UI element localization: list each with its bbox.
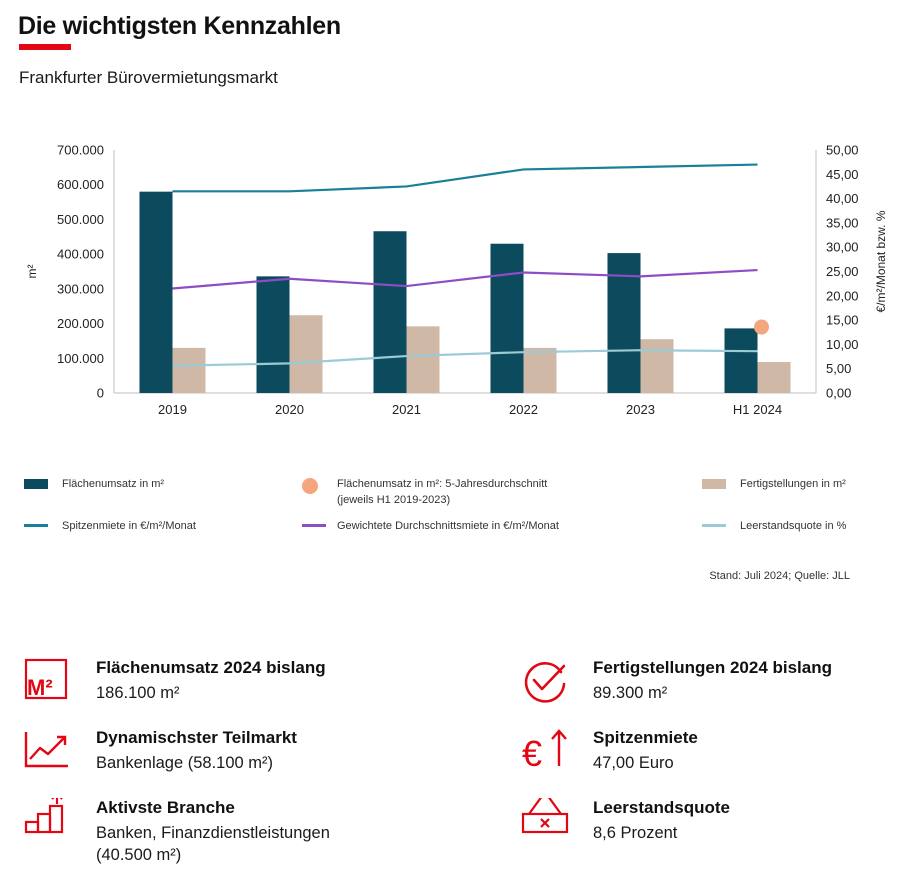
kpi-value: 89.300 m²	[593, 684, 668, 702]
y-tick-label-left: 300.000	[57, 281, 104, 296]
legend-swatch-spitzenmiete	[24, 524, 48, 527]
legend-label-umsatz: Flächenumsatz in m²	[62, 478, 165, 490]
kpi-value-line1: Banken, Finanzdienstleistungen	[96, 824, 330, 842]
y-tick-label-right: 5,00	[826, 361, 851, 376]
bar-flaechenumsatz	[256, 276, 290, 393]
y-tick-label-left: 100.000	[57, 351, 104, 366]
source-note: Stand: Juli 2024; Quelle: JLL	[709, 570, 850, 582]
x-tick-label: 2021	[392, 402, 421, 417]
bar-fertigstellungen	[640, 339, 674, 393]
bar-flaechenumsatz	[373, 231, 407, 393]
svg-text:€: €	[522, 733, 542, 774]
line-spitzenmiete	[172, 163, 758, 193]
y-tick-label-right: 35,00	[826, 215, 859, 230]
y-tick-label-right: 15,00	[826, 313, 859, 328]
legend-swatch-fertig	[702, 479, 726, 489]
kpi-title: Dynamischster Teilmarkt	[96, 728, 297, 747]
line-durchschnittsmiete	[172, 268, 758, 290]
y-tick-label-left: 700.000	[57, 143, 104, 158]
y-tick-label-right: 40,00	[826, 191, 859, 206]
euro-up-icon: €	[522, 729, 567, 774]
svg-text:M²: M²	[27, 675, 53, 700]
kpi-value: 186.100 m²	[96, 684, 180, 702]
legend-label-leerstand: Leerstandsquote in %	[740, 520, 847, 532]
x-tick-label: 2023	[626, 402, 655, 417]
checkmark-icon	[524, 662, 566, 703]
m2-icon: M²	[24, 658, 68, 700]
y-tick-label-right: 30,00	[826, 240, 859, 255]
marker-5-year-average	[754, 319, 769, 335]
legend-swatch-average	[302, 478, 318, 494]
title-accent-bar	[19, 44, 71, 50]
kpi-value: 8,6 Prozent	[593, 824, 678, 842]
x-tick-label: 2019	[158, 402, 187, 417]
y-tick-label-left: 400.000	[57, 247, 104, 262]
legend-swatch-durchschnitt	[302, 524, 326, 527]
kpi-value-line2: (40.500 m²)	[96, 846, 182, 864]
y-tick-label-right: 50,00	[826, 143, 859, 158]
vacancy-sign-icon	[521, 798, 569, 834]
bar-fertigstellungen	[172, 347, 206, 393]
kpi-title: Aktivste Branche	[96, 798, 235, 817]
legend-label-average-line1: Flächenumsatz in m²: 5-Jahresdurchschnit…	[337, 478, 548, 490]
kpi-value: 47,00 Euro	[593, 754, 674, 772]
legend-swatch-leerstand	[702, 524, 726, 527]
x-tick-label: 2022	[509, 402, 538, 417]
y-tick-label-left: 500.000	[57, 212, 104, 227]
kpi-title: Spitzenmiete	[593, 728, 698, 747]
legend-swatch-umsatz	[24, 479, 48, 489]
bar-flaechenumsatz	[490, 243, 524, 393]
bar-fertigstellungen	[289, 315, 323, 393]
line-leerstandsquote	[172, 349, 758, 367]
x-tick-label: 2020	[275, 402, 304, 417]
x-tick-label: H1 2024	[733, 402, 782, 417]
y-axis-title-left: m²	[25, 265, 39, 279]
trend-up-icon	[24, 732, 68, 768]
bar-fertigstellungen	[523, 347, 557, 393]
bar-fertigstellungen	[757, 362, 791, 393]
y-tick-label-right: 25,00	[826, 264, 859, 279]
page-subtitle: Frankfurter Bürovermietungsmarkt	[19, 68, 278, 87]
legend-label-fertig: Fertigstellungen in m²	[740, 478, 846, 490]
y-tick-label-right: 10,00	[826, 337, 859, 352]
y-tick-label-right: 20,00	[826, 288, 859, 303]
bar-flaechenumsatz	[139, 191, 173, 393]
y-tick-label-left: 600.000	[57, 177, 104, 192]
bar-steps-icon	[24, 798, 64, 834]
y-tick-label-right: 0,00	[826, 386, 851, 401]
y-tick-label-left: 200.000	[57, 316, 104, 331]
kpi-title: Fertigstellungen 2024 bislang	[593, 658, 833, 677]
kpi-value: Bankenlage (58.100 m²)	[96, 754, 274, 772]
legend-label-durchschnitt: Gewichtete Durchschnittsmiete in €/m²/Mo…	[337, 520, 559, 532]
y-tick-label-right: 45,00	[826, 167, 859, 182]
page-title: Die wichtigsten Kennzahlen	[18, 12, 341, 40]
kpi-title: Flächenumsatz 2024 bislang	[96, 658, 326, 677]
office-market-chart: 700.000 600.000 500.000 400.000 300.000 200.0…	[25, 143, 888, 418]
bar-flaechenumsatz	[724, 328, 758, 393]
kpi-value: Banken, Finanzdienstleistungen (40.500 m…	[96, 822, 330, 866]
y-axis-title-right: €/m²/Monat bzw. %	[874, 210, 888, 312]
legend-label-spitzenmiete: Spitzenmiete in €/m²/Monat	[62, 520, 196, 532]
y-tick-label-left: 0	[97, 386, 104, 401]
kpi-title: Leerstandsquote	[593, 798, 730, 817]
legend-label-average-line2: (jeweils H1 2019-2023)	[337, 494, 451, 506]
bar-fertigstellungen	[406, 326, 440, 393]
bar-flaechenumsatz	[607, 253, 641, 393]
legend-label-average: Flächenumsatz in m²: 5-Jahresdurchschnit…	[337, 476, 547, 508]
